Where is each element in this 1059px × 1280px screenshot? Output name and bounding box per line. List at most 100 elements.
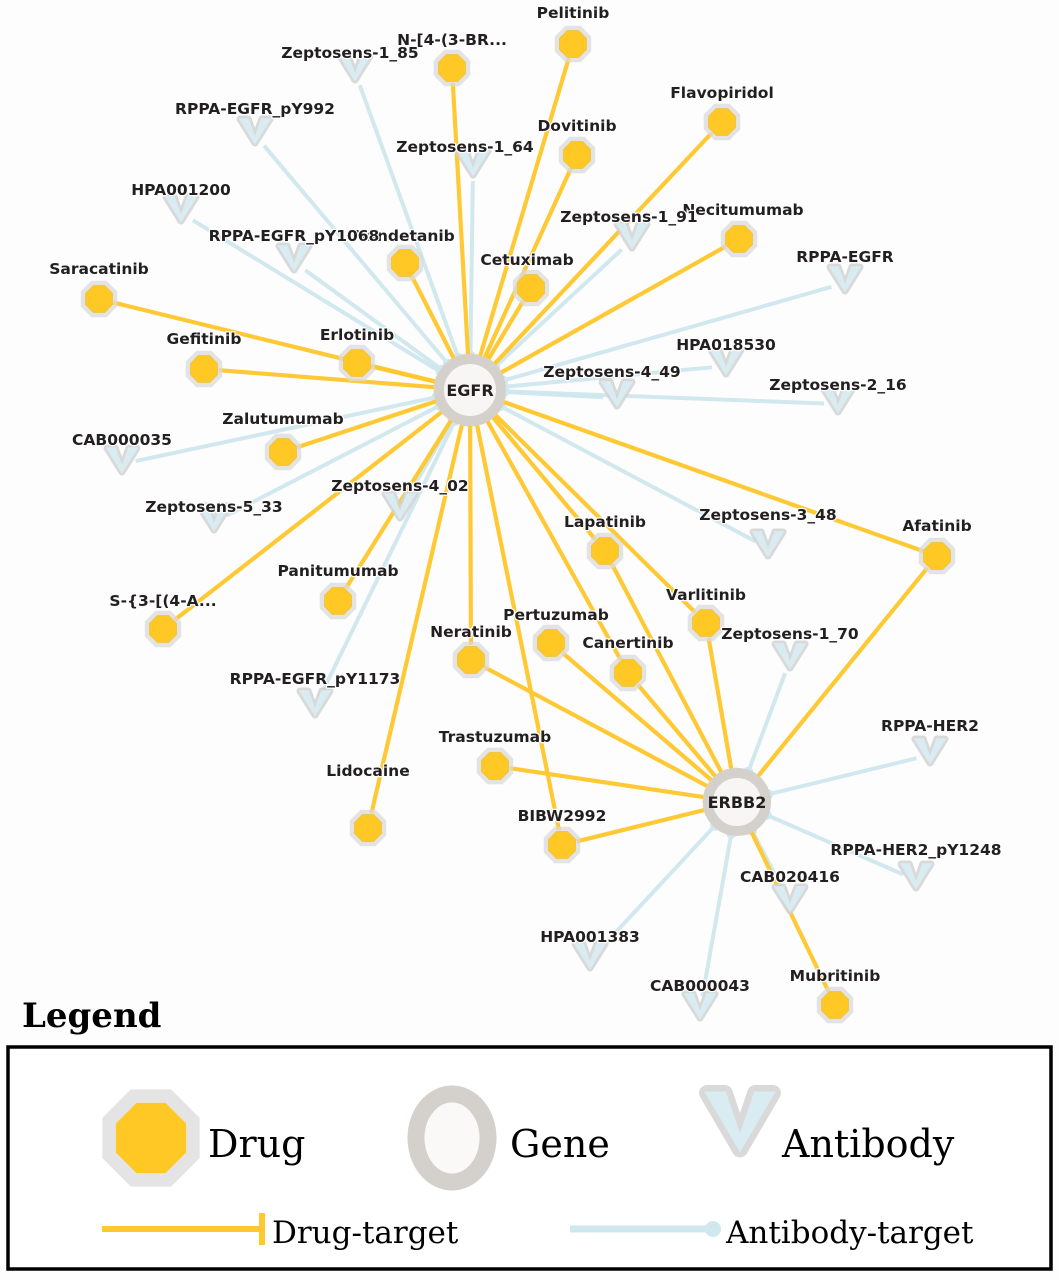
drug-node[interactable] xyxy=(338,344,376,382)
antibody-label: HPA001200 xyxy=(131,181,231,199)
antibody-node[interactable] xyxy=(336,52,374,84)
antibody-node[interactable] xyxy=(819,384,857,416)
drug-label: BIBW2992 xyxy=(518,807,607,825)
antibody-label: Zeptosens-1_85 xyxy=(281,44,418,62)
antibody-node[interactable] xyxy=(275,242,313,274)
antibody-node[interactable] xyxy=(826,263,864,295)
drug-label: Pelitinib xyxy=(537,4,610,22)
drug-label: Panitumumab xyxy=(277,562,398,580)
antibody-node[interactable] xyxy=(911,735,949,767)
gene-node[interactable] xyxy=(703,768,771,836)
antibody-label: Zeptosens-3_48 xyxy=(699,506,836,524)
drug-target-edge xyxy=(636,683,722,783)
drug-node[interactable] xyxy=(554,25,592,63)
drug-node[interactable] xyxy=(144,610,182,648)
drug-node[interactable] xyxy=(543,826,581,864)
drug-node[interactable] xyxy=(386,244,424,282)
drug-node[interactable] xyxy=(319,582,357,620)
drug-label: Afatinib xyxy=(902,517,971,535)
drug-node[interactable] xyxy=(264,433,302,471)
antibody-node[interactable] xyxy=(681,990,719,1022)
antibody-node[interactable] xyxy=(613,220,651,252)
drug-label: Necitumumab xyxy=(682,201,803,219)
legend-panel: Legend Drug Gene Antibody Drug-target Antibod… xyxy=(6,996,1053,1271)
drug-node[interactable] xyxy=(816,986,854,1024)
antibody-target-edge xyxy=(304,268,448,376)
antibody-label: Zeptosens-4_02 xyxy=(331,477,468,495)
drug-node[interactable] xyxy=(586,532,624,570)
antibody-target-edge xyxy=(762,756,917,800)
drug-node[interactable] xyxy=(185,350,223,388)
antibody-label: RPPA-HER2_pY1248 xyxy=(830,841,1001,859)
antibody-node[interactable] xyxy=(749,528,787,560)
legend-title: Legend xyxy=(22,996,161,1036)
drug-label: Pertuzumab xyxy=(503,606,609,624)
drug-node[interactable] xyxy=(532,624,570,662)
gene-node[interactable] xyxy=(434,354,506,426)
antibody-target-edge xyxy=(700,828,737,997)
legend-antibody-target-edge: Antibody-target xyxy=(570,1215,974,1251)
antibody-node[interactable] xyxy=(381,490,419,522)
drug-label: Trastuzumab xyxy=(439,728,551,746)
edges-layer xyxy=(113,57,930,997)
drug-node[interactable] xyxy=(558,136,596,174)
antibody-node[interactable] xyxy=(162,193,200,225)
antibody-target-edge xyxy=(742,672,787,778)
antibody-label: CAB000035 xyxy=(72,431,172,449)
drug-label: Neratinib xyxy=(430,623,512,641)
drug-node[interactable] xyxy=(452,641,490,679)
legend-drug-item: Drug xyxy=(102,1089,305,1187)
drug-target-edge xyxy=(751,566,930,783)
antibody-node[interactable] xyxy=(296,687,334,719)
nodes-layer xyxy=(80,25,956,1024)
antibody-node[interactable] xyxy=(771,883,809,915)
antibody-node[interactable] xyxy=(771,640,809,672)
drug-label: Varlitinib xyxy=(666,586,746,604)
labels-layer: N-[4-(3-BR... Pelitinib Dovitinib Flavopiri… xyxy=(48,3,1003,996)
drug-label: Gefitinib xyxy=(167,330,242,348)
antibody-node[interactable] xyxy=(454,147,492,179)
antibody-label: CAB000043 xyxy=(650,977,750,995)
legend-drug-target-edge: Drug-target xyxy=(102,1213,459,1251)
antibody-node[interactable] xyxy=(103,444,141,476)
drug-node[interactable] xyxy=(80,280,118,318)
drug-node[interactable] xyxy=(349,809,387,847)
antibody-label: HPA001383 xyxy=(540,928,640,946)
antibody-node[interactable] xyxy=(236,115,274,147)
drug-label: Mubritinib xyxy=(790,967,881,985)
drug-node[interactable] xyxy=(609,654,647,692)
legend-drug-label: Drug xyxy=(208,1122,305,1166)
legend-antibody-item: Antibody xyxy=(699,1085,955,1166)
drug-node[interactable] xyxy=(918,537,956,575)
gene-label: ERBB2 xyxy=(708,793,767,812)
antibody-node[interactable] xyxy=(571,940,609,972)
drug-label: Canertinib xyxy=(582,634,673,652)
drug-label: Flavopiridol xyxy=(670,84,774,102)
antibody-label: HPA018530 xyxy=(676,336,776,354)
gene-label: EGFR xyxy=(446,381,493,400)
drug-target-edge xyxy=(509,766,709,804)
drug-node[interactable] xyxy=(476,747,514,785)
drug-label: N-[4-(3-BR... xyxy=(397,31,507,49)
drug-node[interactable] xyxy=(433,49,471,87)
antibody-node[interactable] xyxy=(195,502,233,534)
legend-drug-target-label: Drug-target xyxy=(272,1215,459,1251)
antibody-label: Zeptosens-1_64 xyxy=(396,138,534,156)
drug-node[interactable] xyxy=(720,220,758,258)
antibody-node[interactable] xyxy=(598,378,636,410)
drug-node[interactable] xyxy=(512,269,550,307)
legend-antibody-target-label: Antibody-target xyxy=(725,1215,974,1251)
drug-label: Zalutumumab xyxy=(222,410,343,428)
antibody-node[interactable] xyxy=(897,860,935,892)
antibody-node[interactable] xyxy=(707,346,745,378)
drug-node[interactable] xyxy=(687,604,725,642)
antibody-label: RPPA-EGFR_pY992 xyxy=(175,100,335,118)
drug-node[interactable] xyxy=(703,103,741,141)
drug-target-edge xyxy=(488,408,697,614)
drug-label: Cetuximab xyxy=(480,251,573,269)
antibody-label: CAB020416 xyxy=(740,868,840,886)
antibody-label: RPPA-EGFR xyxy=(796,248,894,266)
antibody-label: RPPA-EGFR_pY1173 xyxy=(230,670,401,688)
